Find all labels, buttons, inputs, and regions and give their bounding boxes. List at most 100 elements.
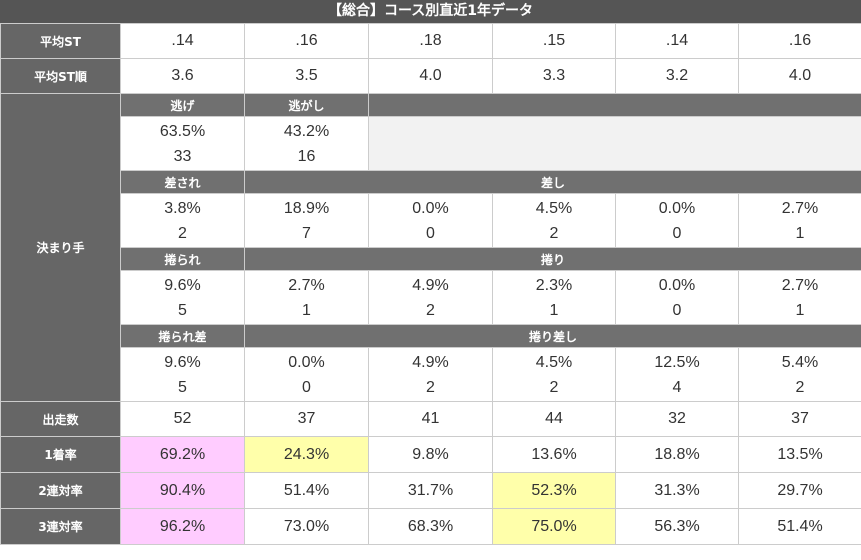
top2-rate-cell: 90.4% — [120, 472, 245, 509]
kimarite-pct: 0.0% — [288, 353, 325, 371]
win-rate-cell: 18.8% — [615, 436, 739, 473]
kimarite-pct: 3.8% — [164, 199, 201, 217]
kimarite-pct: 2.7% — [288, 276, 325, 294]
win-rate-cell: 9.8% — [368, 436, 493, 473]
row-label-starts: 出走数 — [0, 401, 121, 437]
avg-st-cell: .16 — [738, 23, 861, 59]
kimarite-pct: 9.6% — [164, 276, 201, 294]
row-starts: 出走数 52 37 41 44 32 37 — [0, 401, 861, 437]
win-rate-cell: 13.6% — [492, 436, 616, 473]
kimarite-pct: 0.0% — [412, 199, 449, 217]
kimarite-cell: 4.5% 2 — [492, 193, 616, 248]
row-top3-rate: 3連対率 96.2% 73.0% 68.3% 75.0% 56.3% 51.4% — [0, 508, 861, 545]
row-win-rate: 1着率 69.2% 24.3% 9.8% 13.6% 18.8% 13.5% — [0, 436, 861, 473]
kimarite-pct: 4.9% — [412, 276, 449, 294]
top3-rate-cell: 56.3% — [615, 508, 739, 545]
row-top2-rate: 2連対率 90.4% 51.4% 31.7% 52.3% 31.3% 29.7% — [0, 472, 861, 509]
avg-st-rank-cell: 3.5 — [244, 58, 369, 94]
kimarite-pct: 2.3% — [535, 276, 573, 294]
starts-cell: 41 — [368, 401, 493, 437]
kimarite-makuri-header-row: 捲られ 捲り — [1, 247, 861, 271]
top2-rate-cell: 52.3% — [492, 472, 616, 509]
makurisashi-header: 捲り差し — [244, 324, 861, 348]
kimarite-sashi-header-row: 差され 差し — [1, 170, 861, 194]
nigashi-header: 逃がし — [244, 93, 369, 117]
kimarite-pct: 5.4% — [781, 353, 819, 371]
kimarite-makuri-values-row: 9.6% 5 2.7% 1 4.9% 2 2.3% 1 0.0% 0 2.7% 1 — [1, 270, 861, 325]
kimarite-cell: 12.5% 4 — [615, 347, 739, 402]
starts-cell: 37 — [738, 401, 861, 437]
starts-cell: 52 — [120, 401, 245, 437]
kimarite-count: 0 — [672, 224, 682, 242]
avg-st-cell: .18 — [368, 23, 493, 59]
row-label-win-rate: 1着率 — [0, 436, 121, 473]
makuri-header: 捲り — [244, 247, 861, 271]
sasare-header: 差され — [120, 170, 245, 194]
top2-rate-cell: 31.3% — [615, 472, 739, 509]
top3-rate-cell: 51.4% — [738, 508, 861, 545]
kimarite-pct: 4.5% — [535, 199, 573, 217]
makurare-header: 捲られ — [120, 247, 245, 271]
row-label-avg-st-rank: 平均ST順 — [0, 58, 121, 94]
nige-header: 逃げ — [120, 93, 245, 117]
kimarite-cell: 0.0% 0 — [615, 270, 739, 325]
kimarite-cell: 63.5% 33 — [120, 116, 245, 171]
kimarite-count: 4 — [672, 378, 682, 396]
sashi-header: 差し — [244, 170, 861, 194]
kimarite-cell: 0.0% 0 — [244, 347, 369, 402]
kimarite-nige-header-row: 決まり手 逃げ 逃がし — [0, 93, 861, 402]
kimarite-pct: 9.6% — [164, 353, 201, 371]
kimarite-count: 2 — [549, 378, 559, 396]
avg-st-cell: .16 — [244, 23, 369, 59]
kimarite-count: 2 — [549, 224, 559, 242]
kimarite-pct: 0.0% — [658, 276, 696, 294]
top3-rate-cell: 68.3% — [368, 508, 493, 545]
kimarite-cell: 4.9% 2 — [368, 270, 493, 325]
kimarite-pct: 63.5% — [159, 122, 206, 140]
kimarite-count: 5 — [178, 301, 187, 319]
table-title: 【総合】コース別直近1年データ — [0, 0, 861, 23]
avg-st-rank-cell: 3.3 — [492, 58, 616, 94]
avg-st-cell: .14 — [120, 23, 245, 59]
kimarite-cell: 9.6% 5 — [120, 347, 245, 402]
row-avg-st-rank: 平均ST順 3.6 3.5 4.0 3.3 3.2 4.0 — [0, 58, 861, 94]
kimarite-cell: 2.7% 1 — [738, 193, 861, 248]
kimarite-count: 1 — [795, 301, 805, 319]
avg-st-rank-cell: 4.0 — [738, 58, 861, 94]
nige-header-filler — [368, 93, 861, 117]
starts-cell: 44 — [492, 401, 616, 437]
top3-rate-cell: 73.0% — [244, 508, 369, 545]
kimarite-count: 1 — [795, 224, 805, 242]
kimarite-count: 1 — [302, 301, 311, 319]
kimarite-count: 7 — [302, 224, 311, 242]
kimarite-makurisashi-values-row: 9.6% 5 0.0% 0 4.9% 2 4.5% 2 12.5% 4 5.4% 2 — [1, 347, 861, 402]
kimarite-cell: 2.7% 1 — [738, 270, 861, 325]
top2-rate-cell: 51.4% — [244, 472, 369, 509]
starts-cell: 37 — [244, 401, 369, 437]
kimarite-count: 2 — [795, 378, 805, 396]
kimarite-count: 0 — [302, 378, 311, 396]
kimarite-pct: 43.2% — [283, 122, 330, 140]
kimarite-pct: 12.5% — [654, 353, 700, 371]
kimarite-cell: 43.2% 16 — [244, 116, 369, 171]
win-rate-cell: 24.3% — [244, 436, 369, 473]
kimarite-sashi-values-row: 3.8% 2 18.9% 7 0.0% 0 4.5% 2 0.0% 0 2.7% 1 — [1, 193, 861, 248]
kimarite-pct: 18.9% — [283, 199, 330, 217]
row-label-kimarite: 決まり手 — [0, 93, 121, 402]
avg-st-cell: .15 — [492, 23, 616, 59]
top3-rate-cell: 75.0% — [492, 508, 616, 545]
avg-st-cell: .14 — [615, 23, 739, 59]
kimarite-cell: 18.9% 7 — [244, 193, 369, 248]
kimarite-pct: 4.5% — [535, 353, 573, 371]
course-data-table: 平均ST .14 .16 .18 .15 .14 .16 平均ST順 3.6 3… — [0, 23, 861, 545]
kimarite-cell: 9.6% 5 — [120, 270, 245, 325]
kimarite-count: 0 — [672, 301, 682, 319]
kimarite-cell: 2.7% 1 — [244, 270, 369, 325]
kimarite-nige-values-row: 63.5% 33 43.2% 16 — [1, 116, 861, 171]
win-rate-cell: 69.2% — [120, 436, 245, 473]
row-label-top2-rate: 2連対率 — [0, 472, 121, 509]
win-rate-cell: 13.5% — [738, 436, 861, 473]
kimarite-count: 1 — [549, 301, 559, 319]
kimarite-makurisashi-header-row: 捲られ差 捲り差し — [1, 324, 861, 348]
kimarite-cell: 0.0% 0 — [615, 193, 739, 248]
